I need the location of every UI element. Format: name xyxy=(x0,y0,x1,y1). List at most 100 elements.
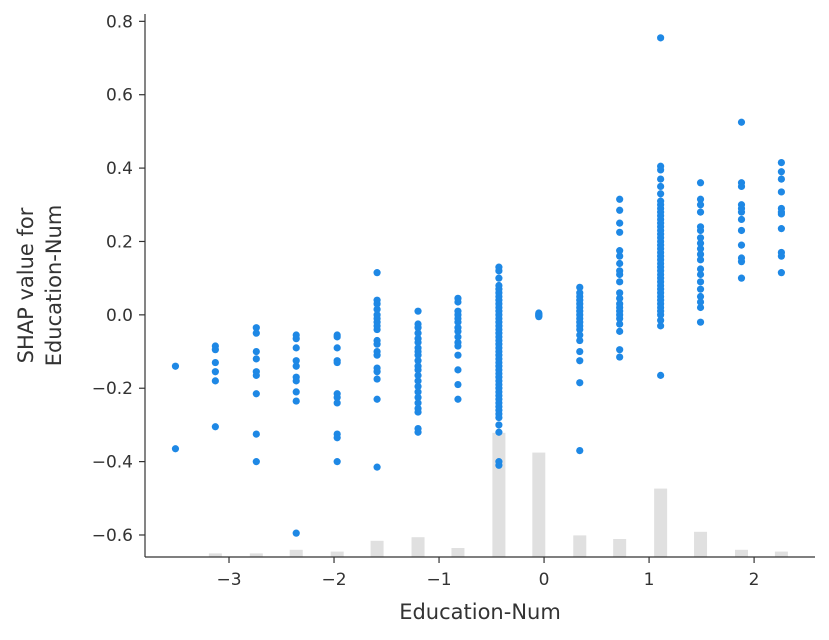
data-point xyxy=(454,333,462,341)
data-point xyxy=(333,399,341,407)
data-point xyxy=(696,265,705,273)
data-point xyxy=(211,377,219,385)
data-point xyxy=(373,463,381,471)
data-point xyxy=(657,190,665,198)
data-point xyxy=(211,346,219,354)
data-point xyxy=(454,298,462,306)
data-point xyxy=(737,215,746,224)
data-point xyxy=(454,380,462,389)
data-point xyxy=(414,371,422,379)
data-point xyxy=(373,395,381,403)
data-point xyxy=(252,371,260,379)
data-point xyxy=(535,311,543,320)
data-point xyxy=(333,344,341,352)
y-tick-label: 0.8 xyxy=(106,12,133,32)
data-point xyxy=(616,228,624,236)
data-point xyxy=(616,252,624,260)
y-tick-label: −0.4 xyxy=(92,453,133,473)
data-point xyxy=(495,461,503,469)
data-point xyxy=(495,421,503,429)
data-point xyxy=(414,329,422,337)
histogram-bar xyxy=(613,539,627,557)
data-point xyxy=(657,322,665,330)
data-point xyxy=(696,270,705,279)
data-point xyxy=(616,206,624,214)
data-point xyxy=(414,388,422,396)
data-point xyxy=(737,118,746,126)
histogram-bar xyxy=(370,540,384,557)
data-point xyxy=(616,247,624,255)
data-point xyxy=(616,353,624,361)
data-point xyxy=(252,324,260,332)
data-point xyxy=(211,368,219,376)
data-point xyxy=(576,447,584,455)
histogram-bar xyxy=(208,553,222,557)
data-point xyxy=(414,382,422,390)
y-tick-label: −0.6 xyxy=(92,526,133,546)
data-point xyxy=(616,270,624,279)
data-point xyxy=(576,347,584,356)
data-point xyxy=(414,399,422,407)
data-point xyxy=(696,298,705,306)
data-point xyxy=(454,318,462,326)
data-point xyxy=(616,259,624,268)
x-axis-ticks: −3 −2 −1 0 1 2 xyxy=(216,557,760,590)
y-axis-ticks: −0.6 −0.4 −0.2 0.0 0.2 0.4 0.6 0.8 xyxy=(92,12,145,546)
histogram-bar xyxy=(330,551,344,557)
data-point xyxy=(414,357,422,365)
data-point xyxy=(333,393,341,402)
data-point xyxy=(696,195,705,203)
data-point xyxy=(576,336,584,345)
data-point xyxy=(576,379,584,387)
histogram-bar xyxy=(734,549,748,557)
data-point xyxy=(696,179,705,187)
data-point xyxy=(414,366,422,374)
data-point xyxy=(373,351,381,359)
data-point xyxy=(454,351,462,359)
data-point xyxy=(171,445,180,453)
data-point xyxy=(414,338,422,346)
histogram-bar xyxy=(573,535,587,557)
data-point xyxy=(292,357,300,365)
data-point xyxy=(696,303,705,312)
data-point xyxy=(696,245,705,253)
data-point xyxy=(414,377,422,385)
data-point xyxy=(252,347,260,356)
data-point xyxy=(373,300,381,308)
data-point xyxy=(171,362,180,370)
data-point xyxy=(696,201,705,209)
data-point xyxy=(414,324,422,332)
data-point xyxy=(495,428,503,436)
data-point xyxy=(333,458,341,466)
data-point xyxy=(696,318,705,326)
data-point xyxy=(373,368,381,376)
x-tick-label: 2 xyxy=(749,570,760,590)
data-point xyxy=(777,175,785,183)
y-tick-label: 0.2 xyxy=(106,232,133,252)
x-tick-label: −2 xyxy=(321,570,346,590)
data-point xyxy=(292,362,300,370)
y-tick-label: 0.4 xyxy=(106,159,133,179)
data-point xyxy=(777,225,785,233)
data-point xyxy=(373,325,381,334)
data-point xyxy=(576,357,584,365)
data-point xyxy=(333,333,341,341)
data-point xyxy=(616,278,624,286)
histogram-bar xyxy=(249,553,263,557)
data-point xyxy=(616,314,624,323)
feature-histogram xyxy=(208,432,788,557)
x-tick-label: −3 xyxy=(216,570,241,590)
data-point xyxy=(373,340,381,348)
y-axis-title-line-1: SHAP value for xyxy=(14,207,38,363)
data-point xyxy=(616,195,624,203)
data-point xyxy=(696,256,705,264)
data-point xyxy=(211,423,219,431)
data-point xyxy=(252,390,260,398)
data-point xyxy=(454,327,462,335)
data-point xyxy=(696,226,705,235)
data-point xyxy=(616,320,624,328)
histogram-bar xyxy=(532,452,546,557)
data-point xyxy=(454,366,462,374)
data-point xyxy=(737,182,746,191)
data-point xyxy=(333,358,341,367)
